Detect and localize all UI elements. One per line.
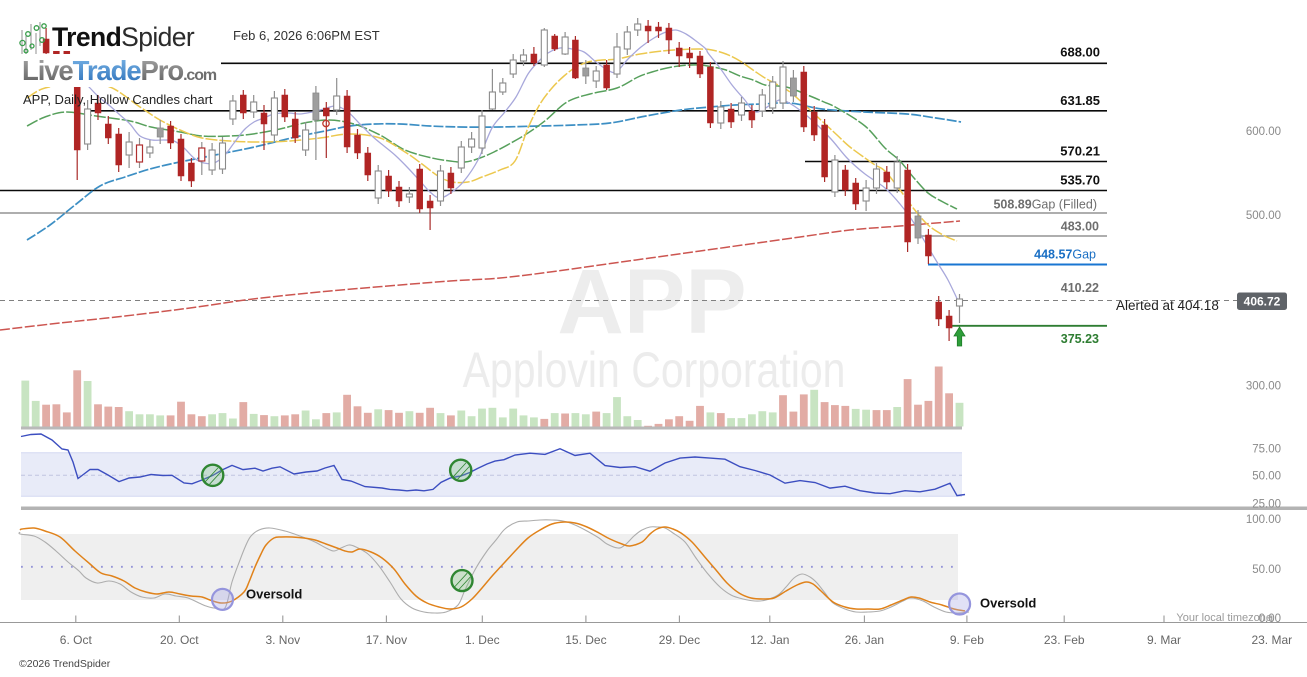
svg-text:23. Feb: 23. Feb — [1044, 633, 1085, 647]
svg-text:600.00: 600.00 — [1246, 126, 1281, 138]
svg-text:0.00: 0.00 — [1259, 613, 1281, 625]
svg-text:535.70: 535.70 — [1060, 173, 1100, 188]
svg-text:448.57Gap: 448.57Gap — [1034, 248, 1096, 262]
svg-text:9. Mar: 9. Mar — [1147, 633, 1181, 647]
svg-text:483.00: 483.00 — [1061, 220, 1099, 234]
svg-text:508.89Gap (Filled): 508.89Gap (Filled) — [993, 198, 1097, 212]
svg-text:Alerted at 404.18: Alerted at 404.18 — [1116, 298, 1219, 313]
svg-text:Applovin Corporation: Applovin Corporation — [463, 342, 846, 398]
svg-text:LiveTradePro.com: LiveTradePro.com — [22, 55, 217, 86]
svg-text:17. Nov: 17. Nov — [366, 633, 407, 647]
svg-text:26. Jan: 26. Jan — [845, 633, 884, 647]
svg-text:375.23: 375.23 — [1061, 332, 1099, 346]
svg-text:Oversold: Oversold — [246, 587, 302, 602]
svg-text:3. Nov: 3. Nov — [265, 633, 300, 647]
svg-text:50.00: 50.00 — [1252, 471, 1281, 483]
svg-text:75.00: 75.00 — [1252, 444, 1281, 456]
svg-text:631.85: 631.85 — [1060, 93, 1100, 108]
svg-text:500.00: 500.00 — [1246, 210, 1281, 222]
svg-text:300.00: 300.00 — [1246, 381, 1281, 393]
svg-text:410.22: 410.22 — [1061, 281, 1099, 295]
svg-text:50.00: 50.00 — [1252, 564, 1281, 576]
svg-text:9. Feb: 9. Feb — [950, 633, 984, 647]
svg-text:Feb 6, 2026 6:06PM EST: Feb 6, 2026 6:06PM EST — [233, 28, 380, 43]
svg-text:TrendSpider: TrendSpider — [52, 22, 195, 52]
svg-text:29. Dec: 29. Dec — [659, 633, 700, 647]
svg-text:406.72: 406.72 — [1244, 295, 1281, 309]
svg-text:570.21: 570.21 — [1060, 144, 1100, 159]
svg-text:Oversold: Oversold — [980, 596, 1036, 611]
svg-text:15. Dec: 15. Dec — [565, 633, 606, 647]
svg-text:12. Jan: 12. Jan — [750, 633, 789, 647]
svg-text:APP: APP — [557, 251, 746, 353]
svg-text:25.00: 25.00 — [1252, 499, 1281, 511]
svg-text:6. Oct: 6. Oct — [60, 633, 93, 647]
svg-text:100.00: 100.00 — [1246, 514, 1281, 526]
svg-text:23. Mar: 23. Mar — [1251, 633, 1292, 647]
svg-text:©2026 TrendSpider: ©2026 TrendSpider — [19, 658, 111, 670]
svg-text:1. Dec: 1. Dec — [465, 633, 500, 647]
svg-text:20. Oct: 20. Oct — [160, 633, 199, 647]
svg-text:Your local timezone: Your local timezone — [1176, 612, 1272, 624]
svg-text:688.00: 688.00 — [1060, 44, 1100, 59]
svg-text:APP, Daily, Hollow Candles cha: APP, Daily, Hollow Candles chart — [23, 92, 213, 107]
